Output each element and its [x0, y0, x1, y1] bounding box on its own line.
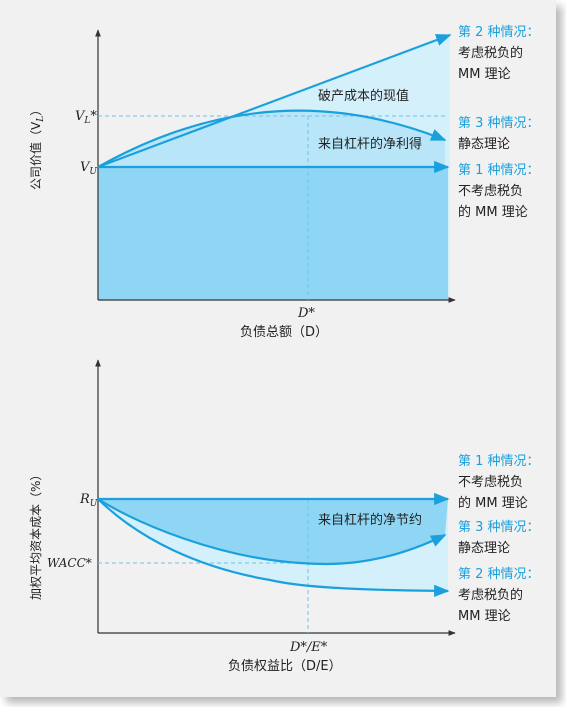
case2-curve-bottom: [97, 498, 450, 598]
top-case3-line1: 静态理论: [458, 137, 510, 152]
case3-curve-top: [97, 109, 447, 168]
bottom-case1-line2: 的 MM 理论: [458, 495, 528, 511]
bottom-x-axis-label: 负债权益比（D/E）: [228, 658, 342, 674]
top-case1-line2: 的 MM 理论: [458, 204, 528, 220]
top-case3-title: 第 3 种情况：: [458, 116, 540, 131]
region-unlevered-value: [98, 167, 448, 300]
bottom-case2-line2: MM 理论: [458, 609, 511, 624]
top-case1-title: 第 1 种情况：: [458, 163, 540, 178]
top-panel: 破产成本的现值 来自杠杆的净利得 公司价值（VL） VL* VU D* 负债总额…: [28, 25, 540, 340]
tick-de-star: D*/E*: [289, 640, 328, 655]
label-net-savings: 来自杠杆的净节约: [318, 512, 422, 528]
label-pv-bankruptcy: 破产成本的现值: [318, 88, 409, 104]
bottom-case2-line1: 考虑税负的: [458, 587, 523, 603]
top-case1-line1: 不考虑税负: [458, 184, 523, 199]
bottom-case3-line1: 静态理论: [458, 541, 510, 556]
bottom-case1-line1: 不考虑税负: [458, 475, 523, 490]
bottom-case1-title: 第 1 种情况：: [458, 454, 540, 469]
region-net-savings: [98, 499, 448, 564]
bottom-case2-title: 第 2 种情况：: [458, 567, 540, 582]
top-x-axis-label: 负债总额（D）: [240, 325, 328, 340]
bottom-case3-title: 第 3 种情况：: [458, 520, 540, 535]
bottom-y-axis-label: 加权平均资本成本（%）: [29, 469, 43, 600]
top-case2-line2: MM 理论: [458, 67, 511, 82]
case3-curve-bottom: [97, 498, 447, 566]
top-case2-title: 第 2 种情况：: [458, 25, 540, 40]
tick-vu: VU: [80, 160, 97, 177]
tick-vl-star: VL*: [75, 109, 97, 126]
tick-ru: RU: [79, 492, 98, 509]
top-case2-line1: 考虑税负的: [458, 45, 523, 61]
label-net-gain: 来自杠杆的净利得: [318, 136, 422, 152]
case2-line-top: [97, 33, 452, 169]
top-y-axis-label: 公司价值（VL）: [28, 104, 46, 190]
tick-d-star: D*: [297, 306, 315, 321]
bottom-panel: 来自杠杆的净节约 加权平均资本成本（%） RU WACC* D*/E* 负债权益…: [29, 359, 540, 674]
tick-wacc-star: WACC*: [47, 556, 92, 570]
